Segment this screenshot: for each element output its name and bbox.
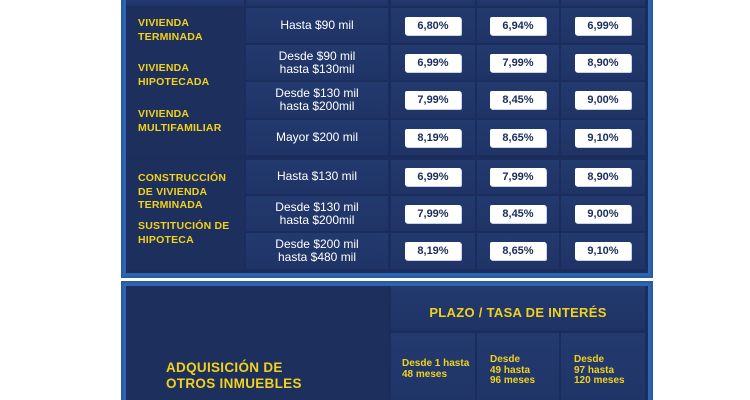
rate-cell: 8,90%	[561, 160, 645, 194]
interest-rate-value: 9,00%	[575, 204, 631, 223]
rate-cell: 7,99%	[391, 82, 475, 118]
rate-cell: 6,99%	[561, 8, 645, 43]
amount-range-label: Desde $130 mil hasta $200mil	[275, 86, 359, 113]
interest-rate-value: 7,99%	[490, 53, 546, 72]
interest-rate-value: 8,19%	[405, 128, 461, 147]
rate-cell: 6,80%	[391, 8, 475, 43]
amount-range-cell: Hasta $130 mil	[246, 160, 388, 194]
category-label: VIVIENDA TERMINADA	[138, 17, 203, 43]
term-column-label: Desde 49 hasta 96 meses	[490, 354, 536, 386]
interest-rate-value: 8,45%	[490, 91, 546, 109]
rate-cell: 6,99%	[391, 160, 475, 194]
amount-range-label: Desde $200 mil hasta $480 mil	[275, 237, 359, 264]
rate-cell: 8,65%	[477, 120, 559, 155]
interest-rate-value: 8,65%	[490, 128, 546, 147]
other-properties-panel: ADQUISICIÓN DE OTROS INMUEBLES PLAZO / TAS…	[123, 283, 651, 400]
header-cell	[246, 0, 388, 6]
amount-range-label: Desde $130 mil hasta $200mil	[275, 199, 359, 227]
rate-cell: 8,45%	[477, 196, 559, 231]
interest-rate-value: 8,90%	[575, 168, 631, 186]
amount-range-cell: Desde $200 mil hasta $480 mil	[246, 233, 388, 269]
rate-cell: 9,10%	[561, 120, 645, 155]
amount-range-cell: Desde $130 mil hasta $200mil	[246, 196, 388, 231]
rates-table-panel: VIVIENDA TERMINADA VIVIENDA HIPOTECADA VIVIE…	[123, 0, 651, 276]
rate-cell: 8,45%	[477, 82, 559, 118]
category-cell	[126, 160, 244, 269]
rate-cell: 9,10%	[561, 233, 645, 269]
interest-rate-value: 6,99%	[575, 16, 631, 35]
header-cell	[561, 0, 645, 6]
rate-cell: 6,94%	[477, 8, 559, 43]
interest-rate-value: 6,99%	[405, 168, 461, 186]
rate-cell: 8,65%	[477, 233, 559, 269]
category-label: SUSTITUCIÓN DE HIPOTECA	[138, 220, 230, 246]
rate-cell: 8,19%	[391, 233, 475, 269]
interest-rate-value: 6,99%	[405, 53, 461, 72]
interest-rate-value: 8,45%	[490, 204, 546, 223]
rate-cell: 9,00%	[561, 196, 645, 231]
header-cell	[126, 0, 244, 6]
amount-range-cell: Mayor $200 mil	[246, 120, 388, 155]
interest-rate-value: 6,80%	[405, 16, 461, 35]
interest-rate-value: 7,99%	[405, 91, 461, 109]
amount-range-label: Hasta $130 mil	[276, 169, 358, 183]
rate-cell: 8,19%	[391, 120, 475, 155]
term-column-cell: Desde 97 hasta 120 meses	[561, 333, 645, 400]
interest-rate-value: 9,10%	[575, 242, 631, 260]
term-column-label: Desde 97 hasta 120 meses	[574, 354, 625, 386]
interest-rate-value: 8,19%	[405, 242, 461, 260]
interest-rate-value: 8,65%	[490, 242, 546, 260]
term-column-cell: Desde 1 hasta 48 meses	[391, 333, 475, 400]
header-cell	[391, 0, 475, 6]
rate-cell: 7,99%	[477, 160, 559, 194]
amount-range-cell: Hasta $90 mil	[246, 8, 388, 43]
term-header-cell: PLAZO / TASA DE INTERÉS	[391, 286, 645, 330]
category-cell	[126, 8, 244, 155]
interest-rate-value: 8,90%	[575, 53, 631, 72]
header-cell	[477, 0, 559, 6]
amount-range-cell: Desde $90 mil hasta $130mil	[246, 45, 388, 80]
interest-rate-value: 7,99%	[490, 168, 546, 186]
term-column-label: Desde 1 hasta 48 meses	[402, 358, 470, 380]
rate-cell: 6,99%	[391, 45, 475, 80]
other-properties-title: ADQUISICIÓN DE OTROS INMUEBLES	[166, 360, 302, 391]
interest-rate-value: 9,00%	[575, 91, 631, 109]
amount-range-label: Hasta $90 mil	[280, 17, 354, 32]
category-label: VIVIENDA MULTIFAMILIAR	[138, 108, 222, 134]
rate-cell: 7,99%	[477, 45, 559, 80]
amount-range-label: Mayor $200 mil	[275, 129, 359, 144]
rate-cell: 9,00%	[561, 82, 645, 118]
rate-cell: 7,99%	[391, 196, 475, 231]
category-label: CONSTRUCCIÓN DE VIVIENDA TERMINADA	[138, 172, 227, 211]
amount-range-cell: Desde $130 mil hasta $200mil	[246, 82, 388, 118]
rate-cell: 8,90%	[561, 45, 645, 80]
interest-rate-value: 7,99%	[405, 204, 461, 223]
title-cell	[126, 286, 388, 400]
term-column-cell: Desde 49 hasta 96 meses	[477, 333, 559, 400]
category-label: VIVIENDA HIPOTECADA	[138, 62, 210, 88]
amount-range-label: Desde $90 mil hasta $130mil	[278, 48, 356, 76]
interest-rate-value: 6,94%	[490, 16, 546, 35]
interest-rate-value: 9,10%	[575, 128, 631, 147]
term-rate-heading: PLAZO / TASA DE INTERÉS	[429, 305, 607, 320]
